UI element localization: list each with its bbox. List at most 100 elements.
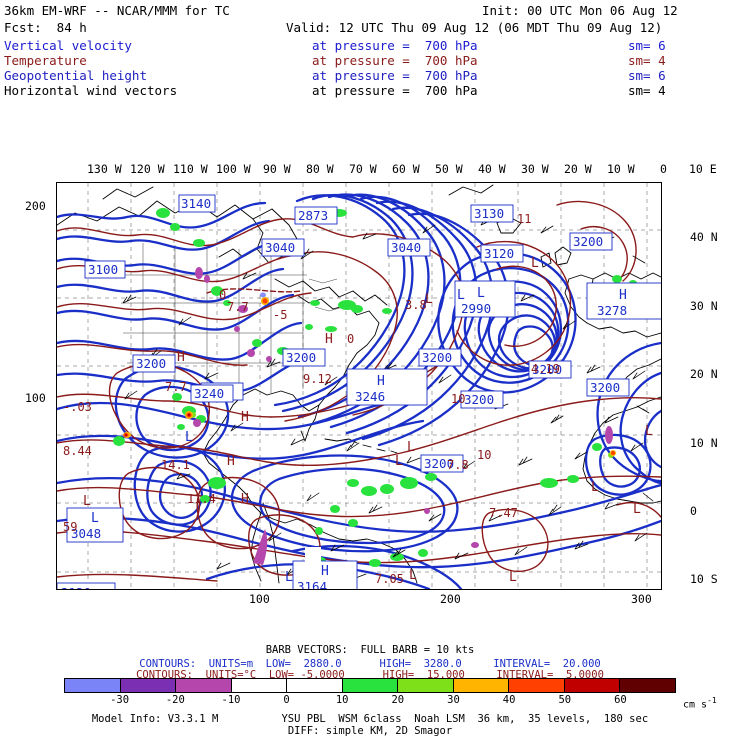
field-smooth-horizontal-wind: sm= 4	[628, 83, 666, 98]
svg-text:3040: 3040	[391, 240, 421, 255]
svg-text:3200: 3200	[136, 356, 166, 371]
svg-text:3120: 3120	[61, 585, 91, 589]
svg-text:L: L	[395, 454, 403, 469]
top-tick-label: 50 W	[435, 162, 463, 176]
field-name-horizontal-wind: Horizontal wind vectors	[4, 83, 178, 98]
svg-text:3.8: 3.8	[405, 298, 427, 312]
svg-text:3278: 3278	[597, 303, 627, 318]
svg-text:-5: -5	[273, 308, 287, 322]
top-tick-label: 90 W	[263, 162, 291, 176]
svg-text:7.47: 7.47	[489, 506, 518, 520]
svg-text:L: L	[531, 256, 539, 271]
header: 36km EM-WRF -- NCAR/MMM for TC Init: 00 …	[0, 0, 740, 105]
svg-text:3140: 3140	[181, 196, 211, 211]
field-level-temperature: at pressure = 700 hPa	[312, 53, 478, 68]
field-smooth-geopotential-height: sm= 6	[628, 68, 666, 83]
forecast-map[interactable]: 3100 3142 3140 2873 3040 3040 3130	[56, 182, 662, 590]
colorbar-tick: 20	[391, 694, 405, 706]
field-smooth-vertical-velocity: sm= 6	[628, 38, 666, 53]
colorbar-swatch	[453, 679, 510, 692]
svg-text:10: 10	[477, 448, 491, 462]
svg-text:7.8: 7.8	[447, 458, 469, 472]
svg-text:8.44: 8.44	[63, 444, 92, 458]
svg-text:3200: 3200	[573, 234, 603, 249]
svg-text:3200: 3200	[424, 456, 454, 471]
svg-text:11.4: 11.4	[187, 492, 216, 506]
svg-text:11: 11	[517, 212, 531, 226]
top-tick-label: 60 W	[392, 162, 420, 176]
right-tick-label: 10 N	[690, 436, 718, 450]
svg-text:3246: 3246	[355, 389, 385, 404]
colorbar-swatch	[620, 679, 676, 692]
model-title: 36km EM-WRF -- NCAR/MMM for TC	[4, 3, 230, 18]
svg-text:H: H	[227, 454, 235, 469]
svg-text:3100: 3100	[88, 262, 118, 277]
colorbar-swatch	[564, 679, 621, 692]
colorbar-swatch	[231, 679, 288, 692]
svg-text:9.12: 9.12	[303, 372, 332, 386]
contour-labels: 3100 3142 3140 2873 3040 3040 3130	[57, 194, 661, 589]
top-tick-label: 130 W	[87, 162, 122, 176]
field-name-geopotential-height: Geopotential height	[4, 68, 147, 83]
top-tick-label: 100 W	[216, 162, 251, 176]
svg-text:L: L	[591, 480, 599, 495]
svg-text:L: L	[425, 292, 433, 307]
colorbar-units: cm s-1	[683, 696, 717, 710]
colorbar-swatch	[176, 679, 232, 692]
svg-text:3040: 3040	[265, 240, 295, 255]
top-tick-label: 10 W	[607, 162, 635, 176]
svg-text:3164: 3164	[297, 579, 327, 589]
svg-text:3200: 3200	[286, 350, 316, 365]
svg-text:14.1: 14.1	[161, 458, 190, 472]
colorbar-swatch	[120, 679, 177, 692]
diff-info-line: DIFF: simple KM, 2D Smagor	[287, 725, 453, 737]
svg-text:L: L	[457, 288, 465, 303]
svg-text:L: L	[645, 424, 653, 439]
svg-text:2990: 2990	[461, 301, 491, 316]
svg-text:H: H	[321, 564, 329, 579]
bottom-tick-label: 200	[440, 592, 461, 606]
svg-text:3120: 3120	[484, 246, 514, 261]
svg-text:H: H	[177, 350, 185, 365]
svg-text:L: L	[633, 502, 641, 517]
colorbar-unit-text: cm s	[683, 699, 708, 711]
svg-text:7.05: 7.05	[375, 572, 404, 586]
colorbar-tick: 30	[447, 694, 460, 706]
height-contour-legend: CONTOURS: UNITS=m LOW= 2880.0 HIGH= 3280…	[139, 658, 601, 670]
colorbar-swatch	[398, 679, 454, 692]
svg-text:3200: 3200	[422, 350, 452, 365]
svg-text:3048: 3048	[71, 526, 101, 541]
colorbar-swatch	[342, 679, 399, 692]
svg-text:L: L	[509, 570, 517, 585]
valid-time: Valid: 12 UTC Thu 09 Aug 12 (06 MDT Thu …	[286, 20, 663, 35]
colorbar-tick: -20	[165, 694, 185, 706]
left-tick-label: 200	[25, 199, 46, 213]
colorbar-tick: -30	[110, 694, 130, 706]
temperature-contours	[57, 200, 661, 582]
svg-text:3200: 3200	[464, 392, 494, 407]
colorbar-tick: 40	[502, 694, 516, 706]
top-tick-label: 110 W	[173, 162, 208, 176]
colorbar-tick: 50	[558, 694, 572, 706]
right-tick-label: 0	[690, 504, 697, 518]
colorbar-tick: 60	[614, 694, 627, 706]
svg-text:H: H	[619, 288, 627, 303]
top-tick-label: 80 W	[306, 162, 334, 176]
svg-text:H: H	[325, 332, 333, 347]
vertical-velocity-colorbar[interactable]	[64, 678, 676, 693]
svg-text:3130: 3130	[474, 206, 504, 221]
colorbar-tick: 0	[283, 694, 290, 706]
svg-text:7.7: 7.7	[165, 380, 187, 394]
svg-text:L: L	[407, 440, 415, 455]
field-smooth-temperature: sm= 4	[628, 53, 666, 68]
colorbar-tick: -10	[221, 694, 241, 706]
svg-text:0: 0	[219, 288, 226, 302]
colorbar-swatch	[65, 679, 121, 692]
svg-text:-.03: -.03	[63, 400, 92, 414]
field-level-geopotential-height: at pressure = 700 hPa	[312, 68, 478, 83]
svg-text:L: L	[91, 511, 99, 526]
barb-legend: BARB VECTORS: FULL BARB = 10 kts	[265, 644, 475, 656]
top-tick-label: 20 W	[564, 162, 592, 176]
bottom-tick-label: 300	[631, 592, 652, 606]
